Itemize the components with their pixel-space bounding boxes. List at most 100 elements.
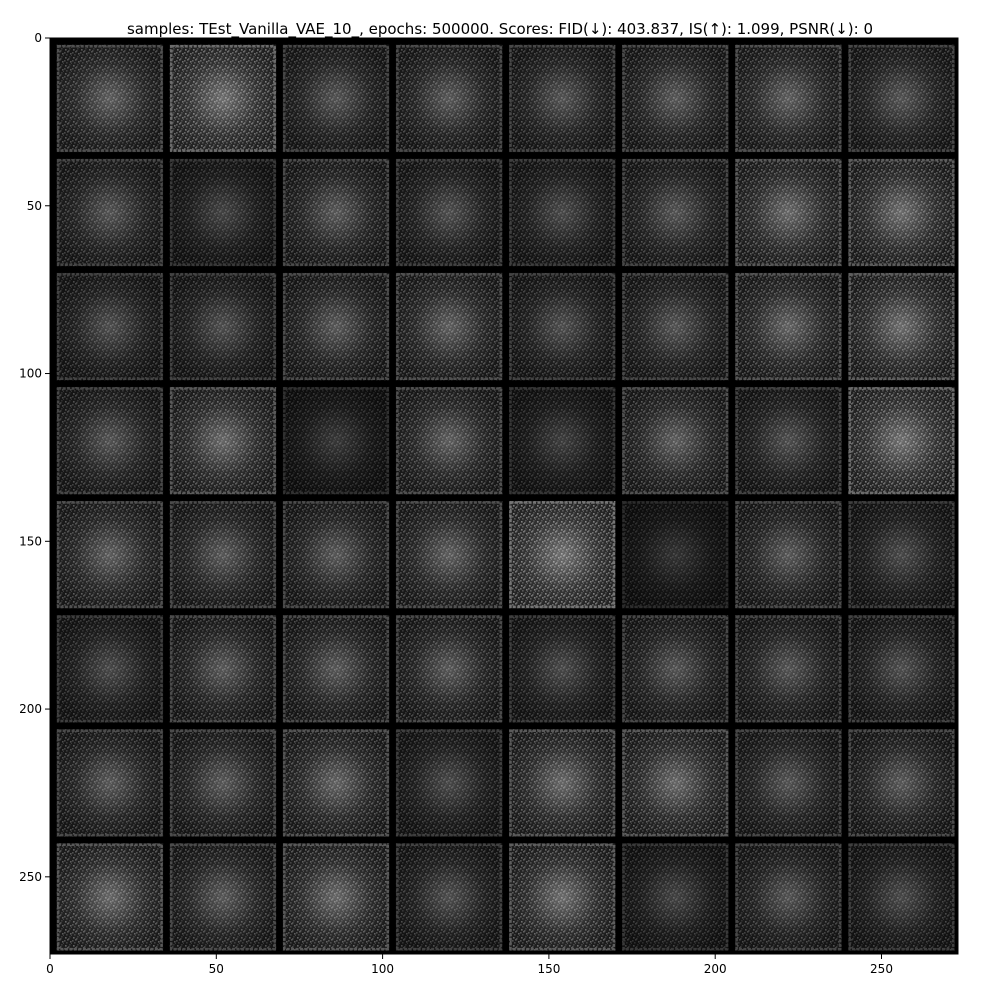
tile-border (735, 159, 842, 266)
tile-border (848, 159, 955, 266)
sample-tile (282, 386, 390, 495)
tile-center-glow (395, 158, 503, 267)
tile-border (735, 615, 842, 723)
sample-tile (508, 843, 616, 951)
sample-tile (508, 615, 616, 723)
tile-center-glow (622, 729, 729, 837)
tile-border (735, 273, 842, 380)
tile-border (169, 387, 276, 495)
tile-center-glow (395, 44, 503, 153)
tile-center-glow (622, 501, 729, 609)
tile-border (396, 387, 503, 495)
tile-border (283, 273, 390, 380)
tile-border (396, 843, 503, 951)
sample-tile (848, 386, 955, 495)
sample-tile (56, 501, 164, 609)
tile-border (509, 843, 616, 951)
sample-tile (169, 843, 277, 951)
tile-border (509, 387, 616, 495)
tile-border (283, 615, 390, 723)
sample-tile (169, 158, 277, 267)
sample-tile (169, 44, 277, 153)
tile-center-glow (56, 615, 164, 723)
tile-center-glow (56, 158, 164, 267)
tile-border (56, 501, 163, 609)
tile-center-glow (395, 272, 503, 381)
sample-tile (735, 386, 842, 495)
tile-center-glow (735, 615, 842, 723)
tile-border (56, 729, 163, 837)
sample-tile (56, 615, 164, 723)
x-tick-label: 250 (870, 962, 893, 976)
tile-border (622, 729, 729, 837)
tile-center-glow (282, 386, 390, 495)
tile-center-glow (735, 501, 842, 609)
tile-center-glow (848, 501, 955, 609)
sample-tile (395, 843, 503, 951)
sample-tile (282, 158, 390, 267)
x-tick-label: 150 (537, 962, 560, 976)
tile-center-glow (395, 729, 503, 837)
tile-center-glow (508, 615, 616, 723)
sample-tile (735, 615, 842, 723)
tile-center-glow (848, 272, 955, 381)
tile-center-glow (735, 729, 842, 837)
tile-border (396, 159, 503, 266)
sample-tile (56, 843, 164, 951)
tile-center-glow (848, 729, 955, 837)
x-tick-label: 100 (371, 962, 394, 976)
sample-tile (395, 501, 503, 609)
tile-center-glow (622, 44, 729, 153)
sample-tile (622, 501, 729, 609)
tile-center-glow (169, 501, 277, 609)
sample-tile (848, 615, 955, 723)
tile-center-glow (848, 386, 955, 495)
sample-tile (395, 158, 503, 267)
sample-tile (56, 158, 164, 267)
sample-tile (735, 272, 842, 381)
sample-tile (508, 44, 616, 153)
plot-title: samples: TEst_Vanilla_VAE_10_, epochs: 5… (126, 20, 874, 38)
tile-border (509, 44, 616, 152)
tile-center-glow (169, 729, 277, 837)
tile-center-glow (508, 272, 616, 381)
tile-center-glow (395, 615, 503, 723)
tile-border (283, 44, 390, 152)
tile-center-glow (56, 386, 164, 495)
tile-center-glow (848, 843, 955, 951)
tile-center-glow (282, 615, 390, 723)
sample-tile (169, 386, 277, 495)
tile-center-glow (622, 615, 729, 723)
sample-tile (622, 158, 729, 267)
y-tick-label: 0 (34, 31, 42, 45)
tile-center-glow (56, 843, 164, 951)
sample-tile (395, 272, 503, 381)
sample-tile (508, 729, 616, 837)
sample-tile (56, 386, 164, 495)
sample-tile (395, 44, 503, 153)
x-tick-label: 0 (46, 962, 54, 976)
sample-tile (282, 501, 390, 609)
tile-center-glow (282, 501, 390, 609)
tile-center-glow (282, 272, 390, 381)
tile-border (396, 615, 503, 723)
tile-border (509, 729, 616, 837)
tile-center-glow (169, 44, 277, 153)
tile-border (848, 273, 955, 380)
tile-border (396, 273, 503, 380)
sample-tile (622, 386, 729, 495)
tile-border (509, 615, 616, 723)
sample-tile (735, 843, 842, 951)
tile-center-glow (508, 843, 616, 951)
tile-border (169, 843, 276, 951)
tile-center-glow (56, 44, 164, 153)
y-tick-label: 50 (27, 199, 42, 213)
tile-border (848, 843, 955, 951)
tile-center-glow (395, 386, 503, 495)
sample-tile (848, 729, 955, 837)
sample-tile (282, 615, 390, 723)
y-tick-label: 200 (19, 702, 42, 716)
tile-center-glow (395, 501, 503, 609)
tile-center-glow (508, 729, 616, 837)
sample-tile (395, 729, 503, 837)
